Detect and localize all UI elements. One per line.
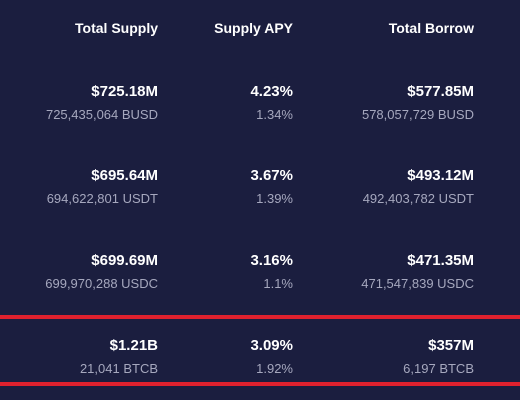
total-borrow-value: $357M: [428, 337, 474, 354]
supply-apy-sub: 1.39%: [256, 191, 293, 206]
total-supply-amount: 725,435,064 BUSD: [45, 107, 158, 122]
highlight-bottom-border: [0, 382, 520, 386]
total-supply-value: $695.64M: [91, 167, 158, 184]
supply-apy-sub: 1.1%: [263, 276, 293, 291]
header-supply-apy[interactable]: Supply APY: [214, 20, 293, 36]
total-supply-value: $1.21B: [109, 337, 158, 354]
supply-apy-sub: 1.92%: [256, 361, 293, 376]
total-supply-amount: 694,622,801 USDT: [46, 191, 158, 206]
highlight-top-border: [0, 315, 520, 319]
total-supply-amount: 21,041 BTCB: [79, 361, 158, 376]
total-borrow-amount: 492,403,782 USDT: [362, 191, 474, 206]
total-borrow-amount: 578,057,729 BUSD: [361, 107, 474, 122]
header-total-supply[interactable]: Total Supply: [75, 20, 158, 36]
total-borrow-amount: 471,547,839 USDC: [361, 276, 474, 291]
total-borrow-value: $577.85M: [407, 83, 474, 100]
total-supply-amount: 699,970,288 USDC: [45, 276, 158, 291]
total-borrow-value: $493.12M: [407, 167, 474, 184]
supply-apy-value: 3.16%: [250, 252, 293, 269]
header-total-borrow[interactable]: Total Borrow: [388, 20, 474, 36]
supply-apy-sub: 1.34%: [256, 107, 293, 122]
supply-apy-value: 4.23%: [250, 83, 293, 100]
total-borrow-amount: 6,197 BTCB: [403, 361, 474, 376]
total-supply-value: $699.69M: [91, 252, 158, 269]
total-supply-value: $725.18M: [91, 83, 158, 100]
supply-apy-value: 3.09%: [250, 337, 293, 354]
supply-apy-value: 3.67%: [250, 167, 293, 184]
total-borrow-value: $471.35M: [407, 252, 474, 269]
